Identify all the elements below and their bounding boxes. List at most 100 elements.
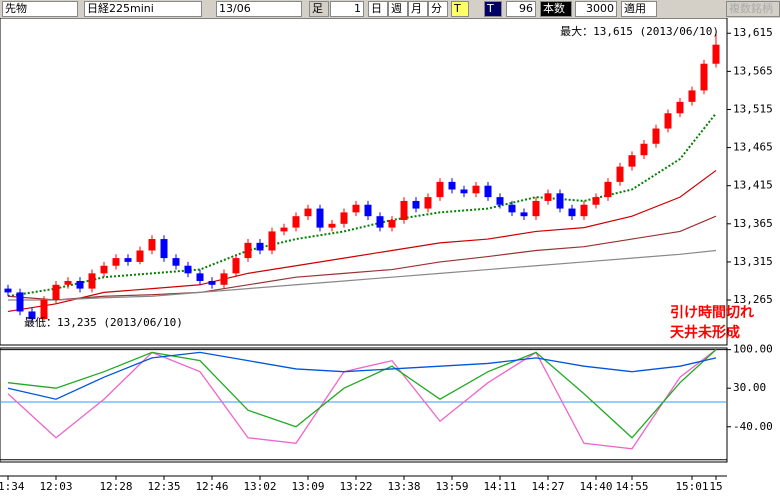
candle-body [244,242,252,259]
x-tick-label: 14:55 [615,480,648,493]
x-tick-label: 13:22 [339,480,372,493]
candle-body [628,155,636,167]
x-tick-label: 15:01 [675,480,708,493]
candle-body [508,204,516,213]
oscillator-line [7,349,717,439]
candle-body [124,258,132,262]
candle-body [364,204,372,217]
x-tick-label: 14:40 [579,480,612,493]
label: 足 [309,1,329,17]
x-tick-label: 12:03 [39,480,72,493]
y-tick-label: 13,415 [733,179,773,192]
candle-body [592,197,600,205]
candle-body [4,288,12,293]
button[interactable]: 複数銘柄 [726,1,780,17]
candle-body [256,242,264,251]
candle-body [616,166,624,182]
candle-body [388,219,396,228]
candle-body [604,181,612,198]
candle-body [376,216,384,228]
candle-body [196,273,204,281]
candle-body [640,143,648,156]
panel-frame [0,18,728,346]
x-tick-label: 12:35 [147,480,180,493]
candle-body [52,284,60,301]
button[interactable]: 適用 [621,1,657,17]
candle-body [652,128,660,144]
x-tick-label: 12:46 [195,480,228,493]
moving-average [7,112,717,298]
select[interactable]: 先物 [2,1,78,17]
x-tick-label: 14:11 [483,480,516,493]
button[interactable]: T [484,1,502,17]
candle-body [88,273,96,289]
candle-body [424,197,432,209]
candle-body [232,258,240,274]
candle-body [448,181,456,190]
candle-body [352,204,360,213]
select[interactable]: 日経225mini [84,1,202,17]
candle-body [676,101,684,114]
candle-body [208,280,216,285]
oscillator-line [7,349,717,450]
x-tick-label: 13:59 [435,480,468,493]
candle-body [280,227,288,232]
button[interactable]: 週 [388,1,408,17]
button[interactable]: 月 [408,1,428,17]
note: 引け時間切れ [670,304,754,321]
moving-average [8,249,717,301]
candle-body [460,189,468,194]
x-tick-label: 13:38 [387,480,420,493]
candle-body [316,208,324,228]
label: 本数 [540,1,572,17]
note: 天井未形成 [670,324,740,341]
y-tick-label: 30.00 [733,381,766,394]
candle-body [172,258,180,266]
candle-body [160,239,168,259]
button[interactable]: 日 [368,1,388,17]
input[interactable]: 96 [506,1,536,17]
candle-body [328,223,336,228]
candle-body [340,212,348,224]
candle-body [136,250,144,262]
candle-body [664,113,672,129]
input[interactable]: 1 [330,1,364,17]
y-tick-label: 100.00 [733,343,773,356]
y-tick-label: 13,565 [733,64,773,77]
moving-average [7,169,717,313]
x-tick-label: 13:09 [291,480,324,493]
candle-body [28,311,36,320]
candle-body [16,292,24,312]
candle-body [268,231,276,251]
select[interactable]: 13/06 [216,1,302,17]
candle-body [148,239,156,251]
y-tick-label: 13,315 [733,255,773,268]
chart: 11:34 12:03 12:28 12:35 12:46 13:02 13:09 13:22… [0,18,773,493]
candle-body [496,197,504,205]
y-tick-label: 13,465 [733,141,773,154]
y-tick-label: 13,265 [733,293,773,306]
candle-body [484,185,492,198]
candle-body [532,200,540,217]
x-tick-label: 11:34 [0,480,25,493]
candle-body [520,212,528,217]
candle-body [712,44,720,64]
candle-body [400,200,408,220]
candle-body [580,204,588,217]
button[interactable]: 分 [428,1,448,17]
candle-body [64,280,72,285]
x-tick-label: 13:02 [243,480,276,493]
candle-body [76,280,84,289]
candle-body [304,208,312,217]
candle-body [40,300,48,320]
candle-body [100,265,108,274]
min-label: 最低：13,235 (2013/06/10) [24,316,183,329]
input[interactable]: 3000 [575,1,617,17]
button[interactable]: T [451,1,469,17]
x-tick-label: 14:27 [531,480,564,493]
panel-frame [0,347,728,463]
y-tick-label: 13,615 [733,26,773,39]
x-tick-label: 12:28 [99,480,132,493]
candle-body [556,193,564,209]
candle-body [292,216,300,228]
